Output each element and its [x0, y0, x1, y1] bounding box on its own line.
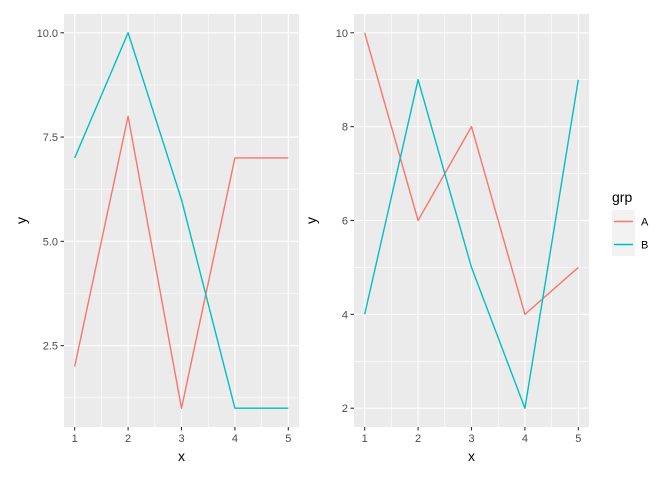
legend-title: grp	[612, 189, 632, 205]
x-tick-label: 4	[232, 433, 238, 445]
legend: grp A B	[612, 189, 649, 256]
y-axis-title: y	[13, 217, 29, 224]
x-tick-label: 1	[72, 433, 78, 445]
x-tick-label: 2	[415, 433, 421, 445]
x-axis-title: x	[468, 448, 475, 464]
x-tick-label: 2	[125, 433, 131, 445]
x-tick-label: 5	[285, 433, 291, 445]
y-tick-label: 10.0	[37, 28, 58, 40]
left-chart-panel: 1 2 3 4 5 2.5 5.0 7.5 10.0 x y	[13, 14, 299, 464]
y-tick-label: 6	[342, 216, 348, 228]
x-tick-label: 3	[178, 433, 184, 445]
y-axis-title: y	[303, 217, 319, 224]
x-tick-label: 4	[522, 433, 528, 445]
x-tick-label: 3	[468, 433, 474, 445]
x-tick-label: 1	[362, 433, 368, 445]
y-tick-label: 2	[342, 403, 348, 415]
y-tick-label: 4	[342, 309, 348, 321]
x-axis-title: x	[178, 448, 185, 464]
series-line-b	[74, 32, 289, 409]
series-line-b	[363, 78, 580, 409]
y-tick-label: 10	[336, 28, 348, 40]
legend-label-b: B	[641, 240, 648, 252]
right-chart-panel: 1 2 3 4 5 2 4 6 8 10 x y	[303, 14, 589, 464]
y-tick-label: 5.0	[43, 236, 58, 248]
x-tick-label: 5	[575, 433, 581, 445]
y-tick-label: 2.5	[43, 341, 58, 353]
legend-label-a: A	[641, 217, 649, 229]
series-line-a	[73, 115, 289, 409]
y-tick-label: 7.5	[43, 132, 58, 144]
y-tick-label: 8	[342, 122, 348, 134]
